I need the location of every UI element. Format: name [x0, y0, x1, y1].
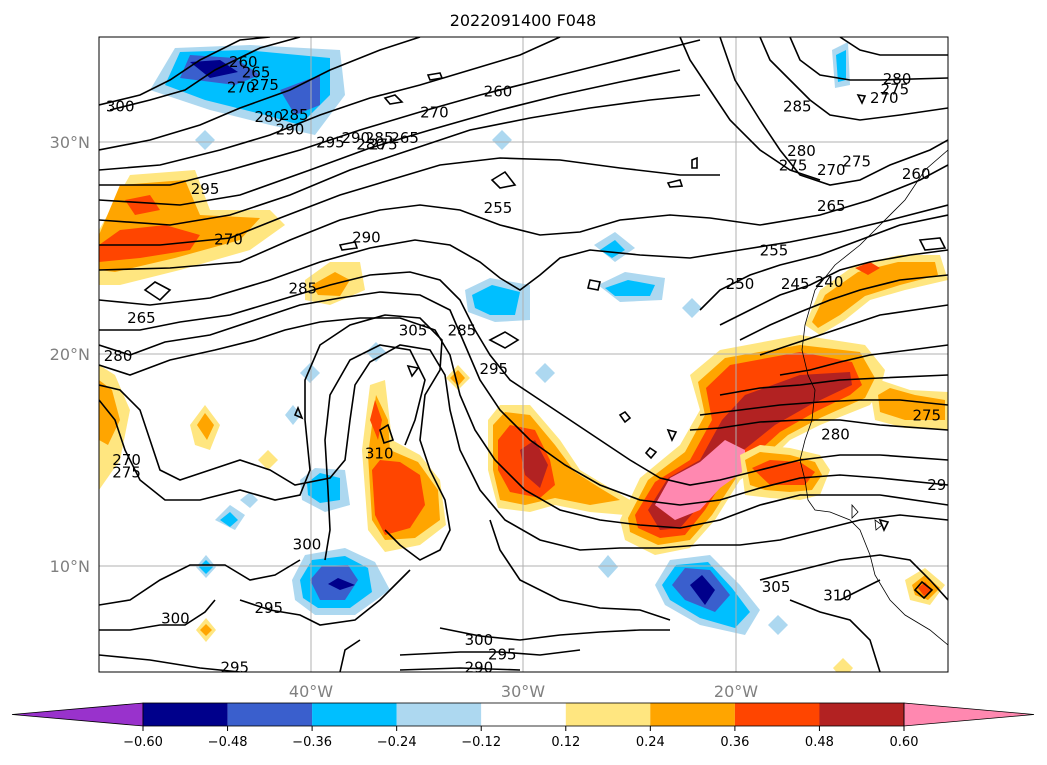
contour-lines — [99, 37, 948, 672]
colorbar-bin — [312, 703, 397, 726]
lon-tick-label: 20°W — [714, 682, 758, 701]
contour-label: 240 — [815, 273, 844, 291]
colorbar-bin — [650, 703, 735, 726]
colorbar-tick-label: 0.60 — [890, 735, 919, 750]
colorbar-bin — [396, 703, 482, 726]
contour-label: 270 — [214, 231, 243, 249]
colorbar-tick-label: 0.36 — [720, 735, 749, 750]
lat-tick-label: 20°N — [50, 345, 90, 364]
contour-label: 270 — [870, 89, 899, 107]
lat-tick-labels: 30°N 20°N 10°N — [50, 133, 90, 576]
contour-label: 285 — [288, 279, 317, 297]
contour-label: 275 — [112, 464, 141, 482]
lat-tick-label: 10°N — [50, 557, 90, 576]
colorbar-extend-max — [903, 702, 1035, 727]
lon-tick-label: 30°W — [501, 682, 545, 701]
contour-label: 275 — [779, 157, 808, 175]
contour-label: 270 — [112, 451, 141, 469]
contour-label: 265 — [127, 309, 156, 327]
contour-label: 270 — [420, 104, 449, 122]
colorbar-tick-labels: −0.60 −0.48 −0.36 −0.24 −0.12 0.12 0.24 0.36 0.4… — [123, 735, 918, 750]
contour-label: 295 — [479, 360, 508, 378]
contour-label: 290 — [352, 229, 381, 247]
contour-label: 290 — [276, 121, 305, 139]
lon-tick-labels: 40°W 30°W 20°W — [289, 682, 758, 701]
colorbar-bin — [481, 703, 566, 726]
contour-label: 280 — [254, 108, 283, 126]
contour-label: 290 — [465, 658, 494, 676]
colorbar-bin — [565, 703, 651, 726]
contour-label: 305 — [762, 578, 791, 596]
contour-label: 260 — [229, 53, 258, 71]
map-frame — [98, 36, 949, 673]
contour-label: 275 — [369, 136, 398, 154]
lon-tick-label: 40°W — [289, 682, 333, 701]
contour-label: 300 — [465, 631, 494, 649]
contour-label: 260 — [902, 165, 931, 183]
contour-label: 275 — [250, 76, 279, 94]
colorbar-tick-label: −0.36 — [292, 735, 332, 750]
contour-label: 280 — [104, 347, 133, 365]
colorbar-bin — [227, 703, 313, 726]
contour-label: 290 — [341, 129, 370, 147]
map-gridlines — [99, 37, 948, 672]
map-title: 2022091400 F048 — [450, 11, 597, 30]
contour-label: 275 — [881, 80, 910, 98]
contour-label: 295 — [254, 599, 283, 617]
contour-label: 280 — [821, 425, 850, 443]
contour-label: 285 — [448, 322, 477, 340]
contour-label: 295 — [191, 180, 220, 198]
contour-label: 260 — [484, 83, 513, 101]
contour-label: 290 — [927, 476, 956, 494]
contour-label: 285 — [280, 106, 309, 124]
contour-label: 310 — [365, 445, 394, 463]
colorbar-bin — [819, 703, 904, 726]
contour-label: 295 — [220, 658, 249, 676]
contour-label: 275 — [842, 152, 871, 170]
contour-label: 285 — [365, 129, 394, 147]
contour-label: 295 — [488, 646, 517, 664]
contour-label: 265 — [390, 129, 419, 147]
contour-label: 300 — [293, 536, 322, 554]
contour-label: 255 — [760, 241, 789, 259]
contour-label: 280 — [787, 142, 816, 160]
contour-label: 295 — [316, 133, 345, 151]
colorbar-tick-label: −0.12 — [461, 735, 501, 750]
colorbar-extend-min — [11, 702, 144, 727]
contour-label: 270 — [817, 161, 846, 179]
contour-label: 310 — [823, 586, 852, 604]
contour-label: 265 — [242, 64, 271, 82]
contour-labels: 2602652702753002802852902952902852802752… — [104, 53, 956, 676]
colorbar-tick-label: −0.60 — [123, 735, 163, 750]
contour-label: 245 — [781, 275, 810, 293]
contour-label: 255 — [484, 199, 513, 217]
colorbar-tick-label: 0.48 — [805, 735, 834, 750]
map-panel: 2602652702753002802852902952902852802752… — [99, 37, 956, 676]
colorbar-outline — [142, 702, 905, 727]
colorbar-tick-label: −0.48 — [208, 735, 248, 750]
contour-label: 270 — [227, 78, 256, 96]
coastline — [799, 149, 948, 646]
colorbar-tick-label: 0.12 — [551, 735, 580, 750]
contour-label: 280 — [356, 136, 385, 154]
contour-label: 285 — [783, 97, 812, 115]
colorbar-bin — [734, 703, 820, 726]
contour-label: 250 — [726, 275, 755, 293]
contour-label: 265 — [817, 197, 846, 215]
contour-label: 275 — [912, 406, 941, 424]
contour-label: 280 — [883, 70, 912, 88]
colorbar-bin — [143, 703, 228, 726]
contour-label: 305 — [399, 322, 428, 340]
contour-label: 300 — [106, 97, 135, 115]
colorbar-tick-label: −0.24 — [377, 735, 417, 750]
lat-tick-label: 30°N — [50, 133, 90, 152]
contour-label: 300 — [161, 610, 190, 628]
colorbar-tick-label: 0.24 — [636, 735, 665, 750]
colorbar — [11, 702, 1035, 731]
